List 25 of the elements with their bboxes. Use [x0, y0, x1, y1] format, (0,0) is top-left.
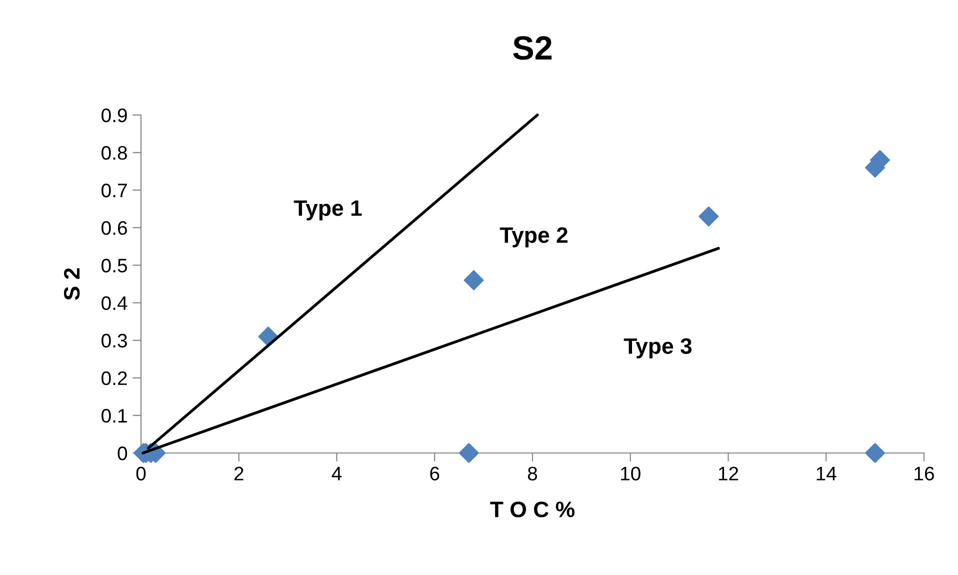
- x-tick-label: 0: [136, 466, 146, 480]
- y-tick-label: 0.6: [102, 221, 127, 235]
- y-axis-title: S 2: [64, 268, 80, 300]
- y-tick-label: 0.1: [102, 408, 127, 423]
- x-axis-title: T O C %: [490, 502, 575, 518]
- y-tick-label: 0.8: [102, 146, 127, 160]
- x-tick-label: 16: [914, 466, 934, 480]
- x-tick-label: 4: [332, 466, 342, 480]
- x-tick-label: 2: [234, 466, 244, 480]
- annotation: Type 1: [294, 200, 362, 220]
- y-tick-label: 0.4: [102, 296, 128, 310]
- annotation: Type 2: [500, 227, 568, 248]
- annotation: Type 3: [624, 338, 692, 358]
- x-tick-label: 10: [621, 466, 640, 480]
- y-tick-label: 0.7: [102, 184, 127, 198]
- chart-title: S2: [513, 36, 552, 60]
- x-tick-label: 12: [718, 466, 738, 480]
- x-tick-label: 14: [816, 466, 836, 480]
- x-tick-label: 8: [528, 466, 538, 480]
- x-tick-label: 6: [430, 466, 440, 480]
- y-tick-label: 0.9: [102, 108, 127, 122]
- y-tick-label: 0.5: [102, 258, 127, 272]
- y-tick-label: 0.2: [102, 371, 127, 386]
- y-tick-label: 0.3: [102, 334, 127, 348]
- y-tick-label: 0: [118, 446, 128, 460]
